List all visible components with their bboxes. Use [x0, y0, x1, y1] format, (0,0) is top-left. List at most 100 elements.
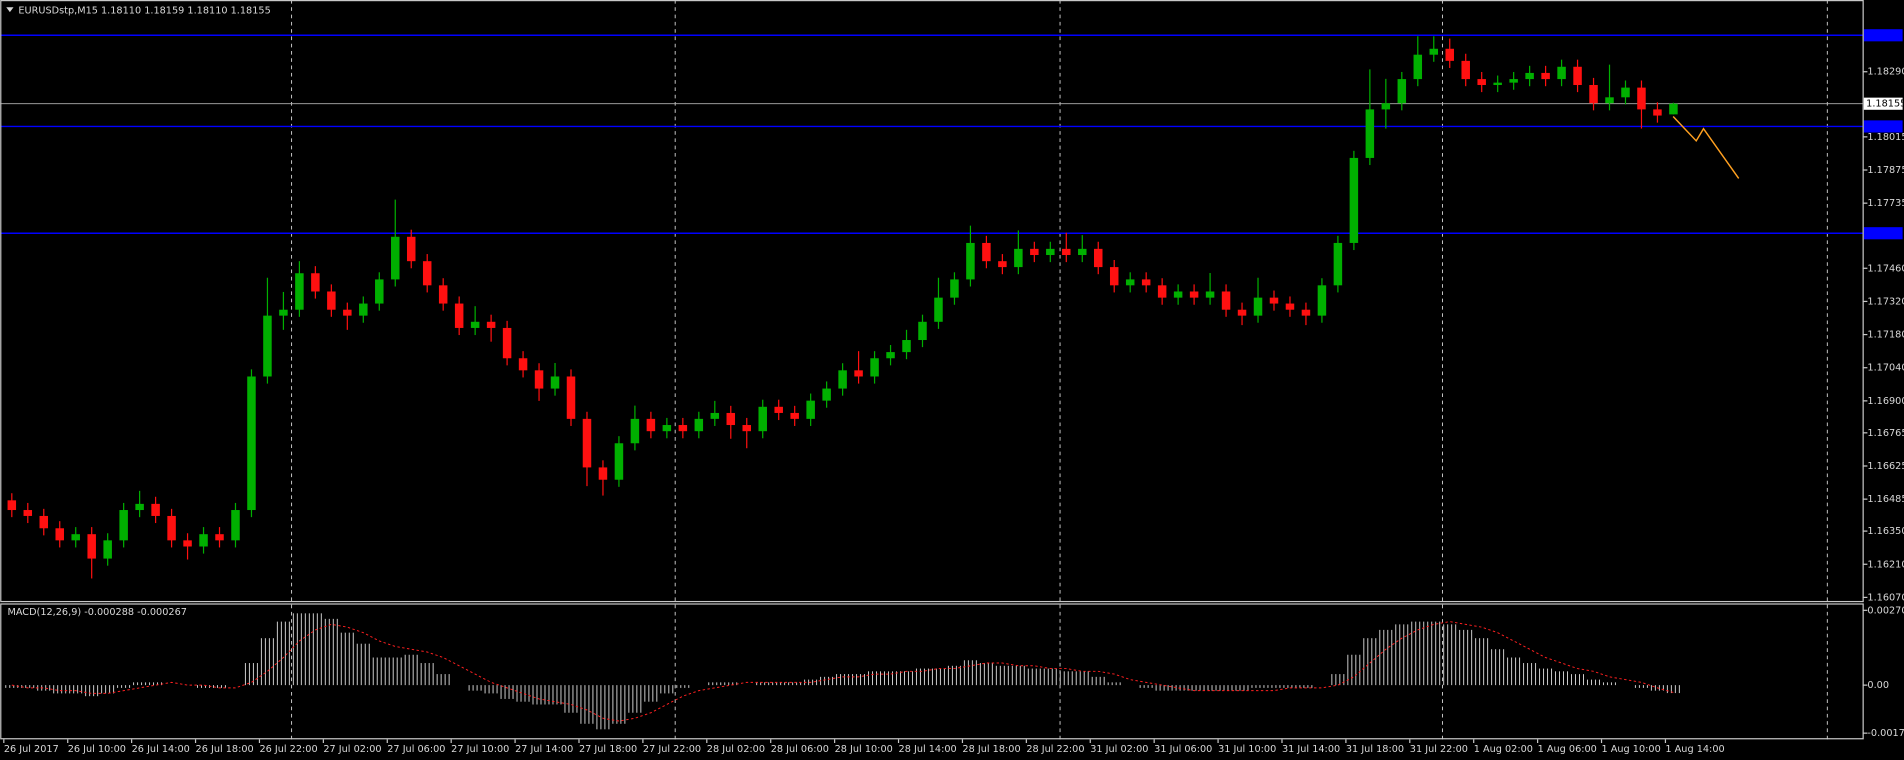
x-tick-label: 27 Jul 22:00 — [643, 744, 701, 755]
candle-body — [470, 321, 480, 328]
candle-body — [1637, 87, 1646, 110]
candle-body — [1078, 248, 1087, 256]
x-tick-label: 28 Jul 06:00 — [771, 744, 829, 755]
x-tick-label: 28 Jul 14:00 — [899, 744, 957, 755]
candle-body — [790, 412, 799, 419]
candle-body — [1125, 279, 1135, 286]
x-tick-label: 31 Jul 14:00 — [1282, 744, 1340, 755]
candle-body — [1557, 66, 1566, 80]
x-tick-label: 26 Jul 14:00 — [132, 744, 190, 755]
candle-body — [758, 406, 767, 432]
candle-body — [1317, 285, 1327, 316]
candle-body — [1269, 297, 1279, 304]
candle-body — [502, 327, 512, 359]
x-tick-label: 28 Jul 22:00 — [1026, 744, 1084, 755]
x-tick-label: 28 Jul 18:00 — [962, 744, 1020, 755]
candle-body — [215, 534, 224, 541]
candle-body — [1621, 87, 1630, 98]
x-tick-label: 1 Aug 14:00 — [1665, 744, 1724, 755]
candle-body — [1141, 279, 1151, 286]
candle-body — [438, 285, 448, 304]
candle-body — [263, 315, 272, 377]
candle-body — [1349, 157, 1359, 243]
candle-body — [694, 418, 704, 432]
candle-body — [1253, 297, 1263, 316]
macd-header: MACD(12,26,9) -0.000288 -0.000267 — [7, 607, 186, 618]
x-tick-label: 26 Jul 10:00 — [68, 744, 126, 755]
candle-body — [534, 370, 544, 389]
candle-body — [1605, 97, 1614, 104]
x-tick-label: 27 Jul 18:00 — [579, 744, 637, 755]
y-tick-label: 1.17320 — [1867, 296, 1904, 307]
candle-body — [135, 503, 144, 511]
candle-body — [998, 261, 1007, 268]
candle-body — [822, 388, 831, 401]
candle-body — [39, 515, 49, 529]
candle-body — [630, 418, 640, 444]
x-tick-label: 27 Jul 02:00 — [323, 744, 381, 755]
candle-body — [151, 503, 160, 516]
candle-body — [295, 273, 304, 310]
drawn-arrow — [1672, 116, 1740, 179]
y-tick-label: 1.17040 — [1867, 363, 1904, 374]
candle-body — [406, 236, 416, 262]
candle-body — [1109, 267, 1119, 286]
x-tick-label: 26 Jul 2017 — [4, 744, 59, 755]
candle-body — [327, 291, 336, 310]
candle-body — [87, 534, 96, 559]
candle-body — [1093, 248, 1103, 268]
y-tick-label: 1.18290 — [1867, 67, 1904, 78]
candle-body — [1653, 109, 1662, 116]
candle-body — [343, 309, 352, 316]
x-tick-label: 31 Jul 10:00 — [1218, 744, 1276, 755]
x-tick-label: 31 Jul 06:00 — [1154, 744, 1212, 755]
x-tick-label: 28 Jul 02:00 — [707, 744, 765, 755]
y-tick-label: 1.16765 — [1867, 428, 1904, 439]
candle-body — [119, 510, 128, 541]
symbol-menu[interactable] — [6, 7, 14, 13]
candle-body — [1493, 82, 1502, 86]
candle-body — [422, 261, 432, 286]
candle-body — [902, 340, 911, 353]
candle-body — [646, 418, 656, 432]
candle-body — [1014, 248, 1023, 268]
candle-body — [1173, 291, 1183, 298]
y-tick-label: 1.16210 — [1867, 559, 1904, 570]
candle-body — [1445, 48, 1454, 61]
candle-body — [1062, 248, 1071, 256]
candle-body — [1541, 72, 1550, 80]
candle-body — [199, 534, 208, 547]
candle-body — [1477, 79, 1486, 86]
y-tick-label: 1.16070 — [1867, 592, 1904, 603]
candle-body — [71, 534, 80, 541]
x-tick-label: 26 Jul 18:00 — [196, 744, 254, 755]
x-tick-label: 31 Jul 02:00 — [1090, 744, 1148, 755]
y-tick-label: -0.001739 — [1867, 728, 1904, 739]
candle-body — [1333, 242, 1343, 286]
candle-body — [375, 279, 384, 304]
candle-body — [1189, 291, 1199, 298]
candle-body — [1157, 285, 1167, 298]
candle-body — [806, 400, 815, 419]
candle-body — [518, 358, 528, 371]
candle-body — [1237, 309, 1247, 316]
macd-panel-frame — [0, 603, 1864, 740]
candle-body — [614, 443, 624, 480]
candle-body — [1221, 291, 1231, 310]
x-tick-label: 1 Aug 06:00 — [1538, 744, 1597, 755]
candle-body — [1429, 48, 1439, 55]
level-price-box — [1863, 29, 1903, 42]
x-tick-label: 27 Jul 10:00 — [451, 744, 509, 755]
plot-layer: 1.18290 1.18015 1.17875 1.17735 1.17460 1.173… — [0, 29, 1904, 755]
y-tick-label: 0.00 — [1867, 680, 1889, 691]
candle-body — [982, 242, 991, 262]
y-tick-label: 1.17875 — [1867, 165, 1904, 176]
candle-body — [1046, 248, 1055, 256]
x-tick-label: 27 Jul 14:00 — [515, 744, 573, 755]
candle-body — [934, 297, 943, 322]
candle-body — [311, 273, 320, 292]
candle-body — [726, 412, 736, 426]
x-tick-label: 26 Jul 22:00 — [259, 744, 317, 755]
y-tick-label: 1.18015 — [1867, 132, 1904, 143]
